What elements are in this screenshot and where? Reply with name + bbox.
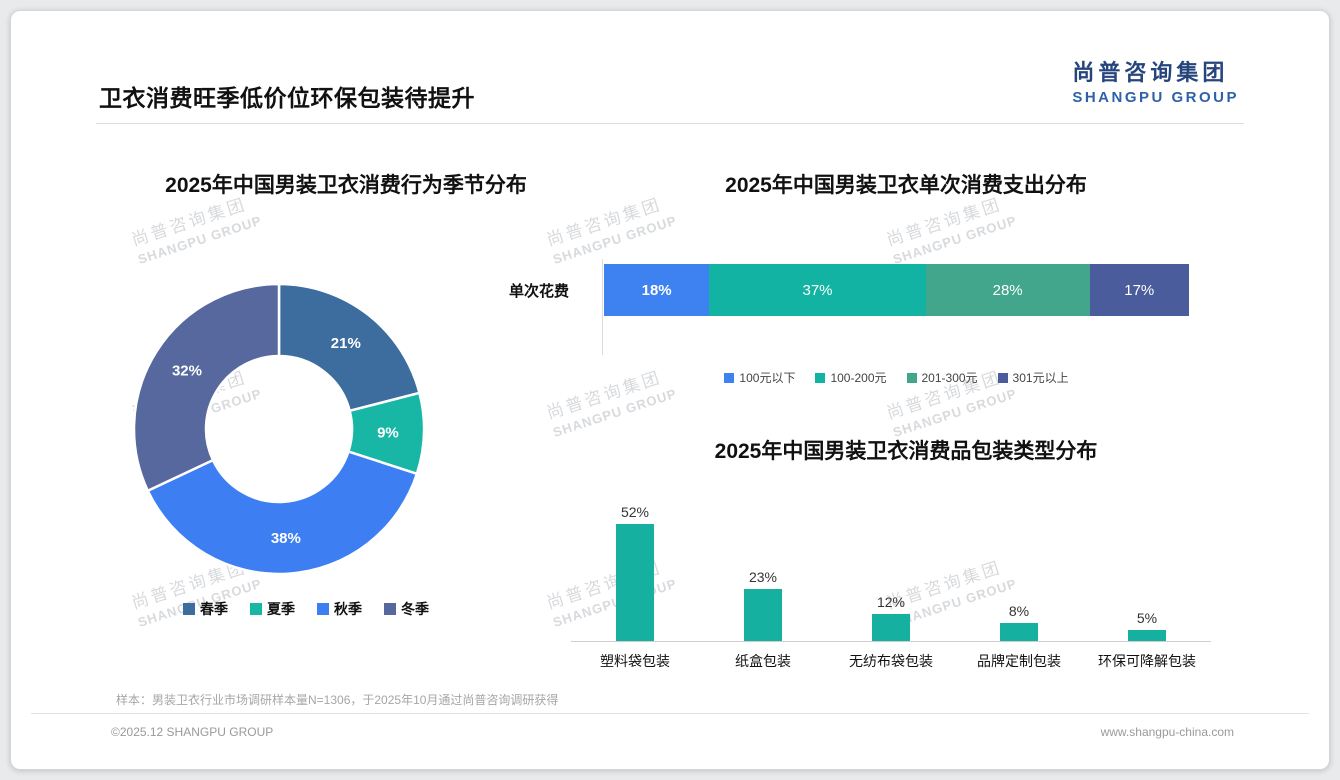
legend-swatch: [997, 372, 1008, 383]
spend-stacked-bar: 18% 37% 28% 17%: [604, 264, 1189, 316]
footer-copyright: ©2025.12 SHANGPU GROUP: [111, 725, 274, 739]
bar: [872, 614, 910, 641]
footer-website: www.shangpu-china.com: [1100, 725, 1234, 739]
spend-chart-title: 2025年中国男装卫衣单次消费支出分布: [725, 174, 1087, 197]
bar-category-label: 品牌定制包装: [977, 653, 1061, 669]
donut-value-label: 38%: [271, 530, 301, 547]
bar-value-label: 23%: [748, 569, 778, 586]
segment-value-label: 28%: [992, 281, 1023, 299]
legend-swatch: [183, 603, 195, 615]
legend-label: 201-300元: [921, 371, 978, 385]
legend-item: 春季: [183, 599, 228, 619]
season-chart-legend: 春季 夏季 秋季 冬季: [71, 599, 541, 619]
stacked-segment: 17%: [1089, 264, 1189, 316]
legend-swatch: [724, 372, 735, 383]
donut-value-label: 21%: [331, 335, 361, 352]
logo-english-name: SHANGPU GROUP: [1072, 89, 1239, 106]
legend-item: 100-200元: [815, 369, 887, 386]
header-divider: [96, 123, 1244, 124]
bar: [616, 524, 654, 641]
legend-item: 100元以下: [724, 369, 795, 386]
legend-label: 春季: [200, 601, 228, 617]
bar-column: 52%: [571, 504, 699, 641]
bar-column: 8%: [955, 603, 1083, 641]
legend-item: 夏季: [250, 599, 295, 619]
bar: [1000, 623, 1038, 641]
legend-item: 秋季: [317, 599, 362, 619]
slide-content: 卫衣消费旺季低价位环保包装待提升 尚普咨询集团 SHANGPU GROUP 20…: [11, 11, 1329, 769]
bar-column: 5%: [1083, 610, 1211, 641]
slide: 尚普咨询集团 SHANGPU GROUP 尚普咨询集团 SHANGPU GROUP 尚普…: [10, 10, 1330, 770]
company-logo: 尚普咨询集团 SHANGPU GROUP: [1072, 55, 1239, 106]
legend-label: 秋季: [334, 601, 362, 617]
donut-segment: [132, 282, 281, 493]
donut-value-label: 9%: [377, 424, 399, 441]
bar-value-label: 52%: [620, 504, 650, 520]
spend-chart-axis-line: [602, 259, 603, 355]
footer-divider: [31, 713, 1309, 714]
spend-row-label: 单次花费: [509, 282, 570, 300]
bar-category-label: 纸盒包装: [735, 653, 791, 669]
bar-category-label: 环保可降解包装: [1098, 653, 1196, 669]
legend-label: 夏季: [267, 601, 295, 617]
page-title: 卫衣消费旺季低价位环保包装待提升: [99, 85, 475, 111]
sample-footnote: 样本：男装卫衣行业市场调研样本量N=1306，于2025年10月通过尚普咨询调研…: [116, 693, 559, 707]
bar-value-label: 8%: [1008, 603, 1030, 619]
donut-value-label: 32%: [172, 363, 202, 380]
bar-column: 12%: [827, 594, 955, 641]
bar-value-label: 12%: [876, 594, 906, 610]
stacked-segment: 18%: [604, 264, 710, 316]
legend-item: 301元以上: [997, 369, 1069, 386]
packaging-chart-title: 2025年中国男装卫衣消费品包装类型分布: [714, 440, 1098, 463]
packaging-bar-chart: 52% 23% 12% 8% 5%: [571, 469, 1211, 642]
legend-label: 100元以下: [739, 371, 796, 385]
legend-swatch: [906, 372, 917, 383]
spend-chart-legend: 100元以下 100-200元 201-300元 301元以上: [604, 369, 1189, 386]
bar-column: 23%: [699, 569, 827, 641]
logo-chinese-name: 尚普咨询集团: [1072, 60, 1229, 85]
legend-swatch: [815, 372, 826, 383]
legend-swatch: [384, 603, 396, 615]
season-donut-chart: 21% 9% 38% 32%: [132, 282, 426, 576]
segment-value-label: 37%: [802, 281, 833, 299]
packaging-category-labels: 塑料袋包装 纸盒包装 无纺布袋包装 品牌定制包装 环保可降解包装: [571, 651, 1211, 671]
legend-swatch: [250, 603, 262, 615]
donut-segment: [146, 449, 419, 576]
spend-stacked-chart: 单次花费 18% 37% 28% 17%: [509, 264, 1189, 316]
donut-segment: [277, 282, 421, 413]
legend-swatch: [317, 603, 329, 615]
legend-label: 100-200元: [830, 371, 887, 385]
stacked-segment: 37%: [709, 264, 926, 316]
bar-category-label: 塑料袋包装: [600, 653, 670, 669]
season-chart-title: 2025年中国男装卫衣消费行为季节分布: [165, 174, 527, 197]
bar-value-label: 5%: [1136, 609, 1158, 626]
legend-label: 冬季: [401, 601, 429, 617]
bar-category-label: 无纺布袋包装: [849, 653, 933, 669]
legend-item: 201-300元: [906, 369, 978, 386]
legend-item: 冬季: [384, 599, 429, 619]
stacked-segment: 28%: [925, 264, 1090, 316]
bar: [744, 589, 782, 641]
bar: [1128, 629, 1166, 641]
legend-label: 301元以上: [1012, 371, 1069, 385]
segment-value-label: 18%: [641, 281, 672, 299]
segment-value-label: 17%: [1124, 281, 1155, 299]
